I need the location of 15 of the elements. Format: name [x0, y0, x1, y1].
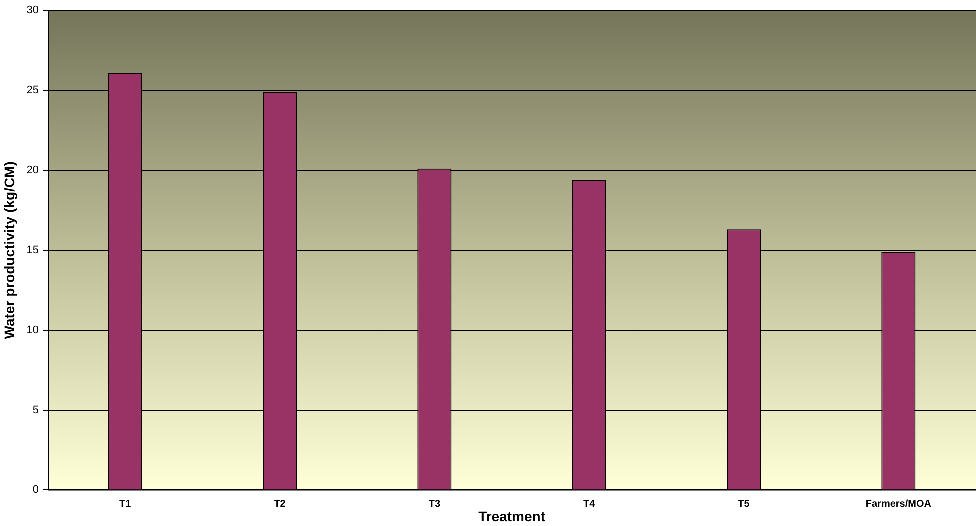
- y-tick-label: 5: [32, 404, 40, 416]
- x-tick-label: T3: [428, 498, 441, 510]
- y-tick-label: 10: [26, 324, 40, 336]
- x-tick-label: T1: [120, 498, 132, 510]
- y-axis-title: Water productivity (kg/CM): [1, 162, 18, 340]
- x-tick-label: T4: [584, 498, 596, 510]
- x-tick-label: T2: [274, 498, 286, 510]
- x-tick-label: T5: [738, 498, 750, 510]
- y-tick-label: 30: [26, 4, 40, 17]
- y-tick-label: 15: [26, 244, 40, 256]
- y-tick-label: 25: [26, 84, 40, 97]
- x-tick-label: Farmers/MOA: [866, 498, 932, 510]
- x-axis-title: Treatment: [478, 508, 546, 524]
- y-tick-label: 0: [32, 484, 40, 496]
- y-tick-label: 20: [26, 164, 40, 176]
